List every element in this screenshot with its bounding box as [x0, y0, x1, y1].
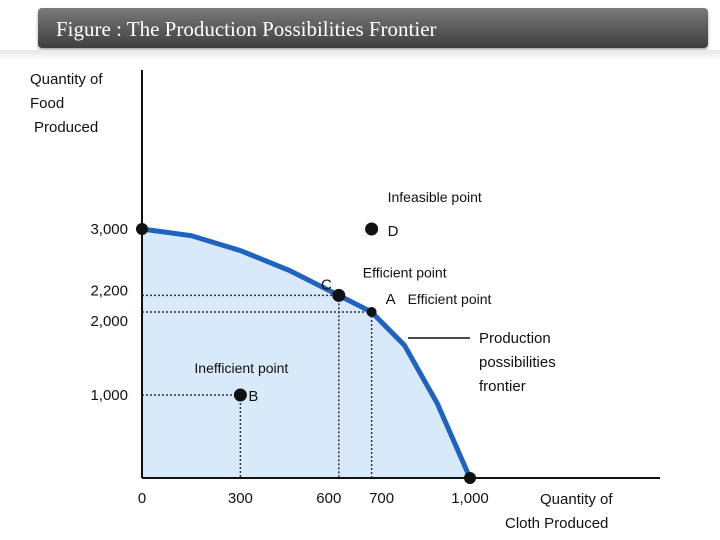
frontier-label-line-3: frontier [479, 378, 526, 395]
x-tick-label: 300 [228, 490, 253, 507]
point-C [332, 288, 346, 302]
frontier-label-line-1: Production [479, 330, 551, 347]
y-label-line-3: Produced [34, 119, 98, 136]
y-tick-label: 2,200 [90, 282, 128, 299]
x-label-line-2: Cloth Produced [505, 515, 608, 532]
point-A [366, 307, 377, 317]
title-bar: Figure : The Production Possibilities Fr… [38, 8, 708, 48]
point-note-B: Inefficient point [194, 360, 288, 376]
point-B [233, 388, 247, 402]
y-label-line-1: Quantity of [30, 71, 103, 88]
frontier-endpoint-x [464, 472, 476, 484]
x-tick-label: 1,000 [451, 490, 489, 507]
title-shadow [0, 50, 720, 60]
y-tick-label: 3,000 [90, 221, 128, 238]
points: A Efficient point B Inefficient point C Effic… [136, 189, 492, 484]
feasible-region [142, 229, 470, 478]
point-label-B: B [248, 388, 258, 405]
x-tick-labels: 0 300 600 700 1,000 [138, 490, 489, 507]
frontier-label-line-2: possibilities [479, 354, 556, 371]
y-label-line-2: Food [30, 95, 64, 112]
point-label-A: A [386, 291, 396, 308]
point-label-D: D [388, 223, 399, 240]
x-tick-label: 0 [138, 490, 146, 507]
y-tick-label: 2,000 [90, 313, 128, 330]
point-note-D: Infeasible point [388, 189, 482, 205]
page-title: Figure : The Production Possibilities Fr… [56, 17, 437, 41]
point-label-C: C [321, 276, 332, 293]
point-note-A: Efficient point [408, 291, 492, 307]
y-tick-label: 1,000 [90, 387, 128, 404]
frontier-endpoint-y [136, 223, 148, 235]
x-label-line-1: Quantity of [540, 491, 613, 508]
x-tick-label: 600 [316, 490, 341, 507]
point-D [365, 222, 379, 236]
y-tick-labels: 1,000 2,000 2,200 3,000 [90, 221, 128, 404]
point-note-C: Efficient point [363, 264, 447, 280]
x-tick-label: 700 [369, 490, 394, 507]
guide-lines [142, 294, 373, 478]
